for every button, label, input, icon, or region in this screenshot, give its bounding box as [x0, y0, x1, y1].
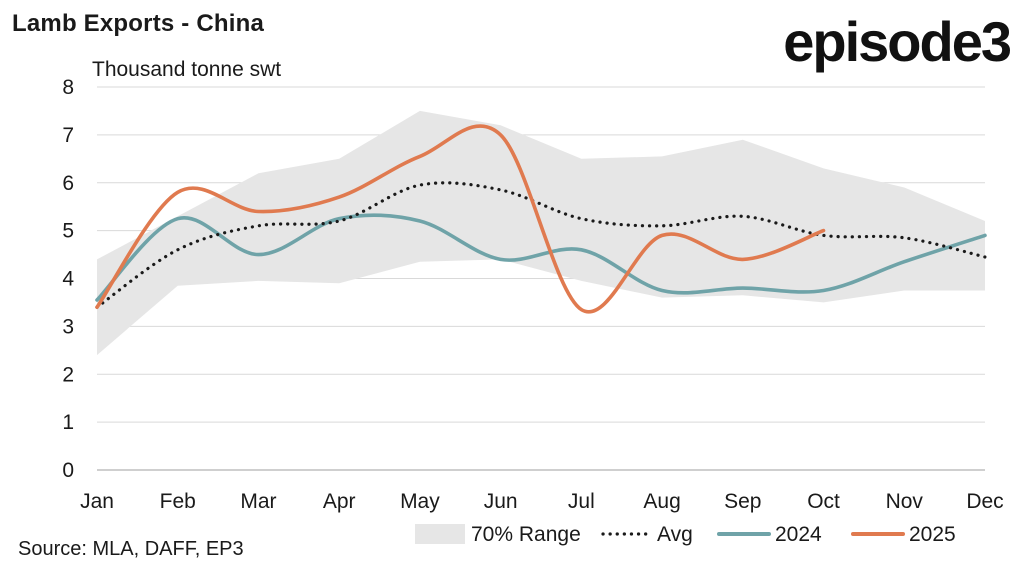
- range-band-layer: [97, 110, 985, 356]
- y-tick-label: 8: [62, 76, 74, 99]
- series-layer: [95, 124, 987, 314]
- y-tick-label: 4: [62, 268, 74, 291]
- legend-label-2025: 2025: [909, 523, 956, 546]
- y-tick-label: 2: [62, 363, 74, 386]
- series-line-2024: [95, 213, 987, 302]
- legend-label-avg: Avg: [657, 523, 693, 546]
- y-tick-label: 6: [62, 172, 74, 195]
- chart-title: Lamb Exports - China: [12, 10, 265, 37]
- y-tick-label: 3: [62, 315, 74, 338]
- legend-swatch-70-range: [415, 524, 465, 544]
- y-tick-label: 7: [62, 124, 74, 147]
- x-tick-label: Aug: [643, 490, 680, 513]
- x-tick-label: Sep: [724, 490, 761, 513]
- y-tick-label: 5: [62, 220, 74, 243]
- series-line-avg: [95, 181, 987, 309]
- legend: 70% Range Avg 2024 2025: [415, 523, 956, 546]
- y-axis-label: Thousand tonne swt: [92, 58, 281, 81]
- series-line-2025: [95, 124, 826, 314]
- x-tick-label: Apr: [323, 490, 356, 513]
- legend-label-2024: 2024: [775, 523, 822, 546]
- x-tick-label: Jun: [484, 490, 518, 513]
- legend-label-70-range: 70% Range: [471, 523, 581, 546]
- x-tick-label: Mar: [240, 490, 276, 513]
- x-tick-label: Jan: [80, 490, 114, 513]
- source-note: Source: MLA, DAFF, EP3: [18, 538, 244, 560]
- x-tick-label: Oct: [807, 490, 840, 513]
- y-tick-label: 1: [62, 411, 74, 434]
- x-tick-label: May: [400, 490, 440, 513]
- axis-layer: 0 1 2 3 4 5 6 7 8 Jan Feb Mar Apr May Jun Jul Aug Sep Oct N…: [62, 76, 1003, 513]
- brand-logo: episode3: [783, 10, 1012, 73]
- x-tick-label: Jul: [568, 490, 595, 513]
- x-tick-label: Nov: [886, 490, 924, 513]
- x-tick-label: Feb: [160, 490, 196, 513]
- x-tick-label: Dec: [966, 490, 1003, 513]
- range-band: [97, 110, 985, 356]
- y-tick-label: 0: [62, 459, 74, 482]
